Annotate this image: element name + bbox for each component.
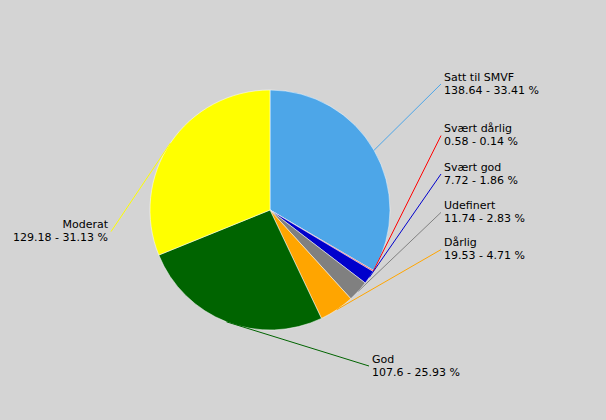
slice-label-line: Svært god bbox=[444, 161, 501, 174]
slice-label-line: 7.72 - 1.86 % bbox=[444, 174, 518, 187]
slice-label-line: Svært dårlig bbox=[444, 122, 512, 135]
leader-line bbox=[369, 174, 441, 277]
slice-label-line: God bbox=[372, 353, 394, 366]
leader-lines bbox=[111, 84, 441, 366]
slice-label-line: Udefinert bbox=[444, 199, 496, 212]
slice-label: Svært dårlig0.58 - 0.14 % bbox=[444, 122, 518, 148]
labels: Satt til SMVF138.64 - 33.41 % Svært dårli… bbox=[13, 71, 539, 379]
leader-line bbox=[374, 84, 441, 150]
pie-slice bbox=[150, 90, 270, 255]
slice-label: Dårlig19.53 - 4.71 % bbox=[444, 236, 525, 262]
leader-line bbox=[373, 136, 441, 271]
slices bbox=[150, 90, 390, 330]
leader-line bbox=[358, 212, 441, 291]
slice-label-line: 129.18 - 31.13 % bbox=[13, 231, 108, 244]
slice-label-line: 11.74 - 2.83 % bbox=[444, 212, 525, 225]
slice-label-line: 0.58 - 0.14 % bbox=[444, 135, 518, 148]
slice-label-line: 19.53 - 4.71 % bbox=[444, 249, 525, 262]
slice-label-line: 138.64 - 33.41 % bbox=[444, 84, 539, 97]
pie-chart: Satt til SMVF138.64 - 33.41 % Svært dårli… bbox=[0, 0, 606, 420]
slice-label-line: Moderat bbox=[62, 218, 108, 231]
slice-label: God107.6 - 25.93 % bbox=[372, 353, 460, 379]
chart-container: Satt til SMVF138.64 - 33.41 % Svært dårli… bbox=[0, 0, 606, 420]
leader-line bbox=[226, 322, 369, 366]
slice-label: Svært god7.72 - 1.86 % bbox=[444, 161, 518, 187]
leader-line bbox=[337, 250, 441, 310]
slice-label-line: Satt til SMVF bbox=[444, 71, 514, 84]
slice-label-line: 107.6 - 25.93 % bbox=[372, 366, 460, 379]
slice-label: Moderat129.18 - 31.13 % bbox=[13, 218, 109, 244]
slice-label-line: Dårlig bbox=[444, 236, 477, 249]
slice-label: Udefinert11.74 - 2.83 % bbox=[444, 199, 525, 225]
slice-label: Satt til SMVF138.64 - 33.41 % bbox=[444, 71, 539, 97]
leader-line bbox=[111, 143, 170, 232]
